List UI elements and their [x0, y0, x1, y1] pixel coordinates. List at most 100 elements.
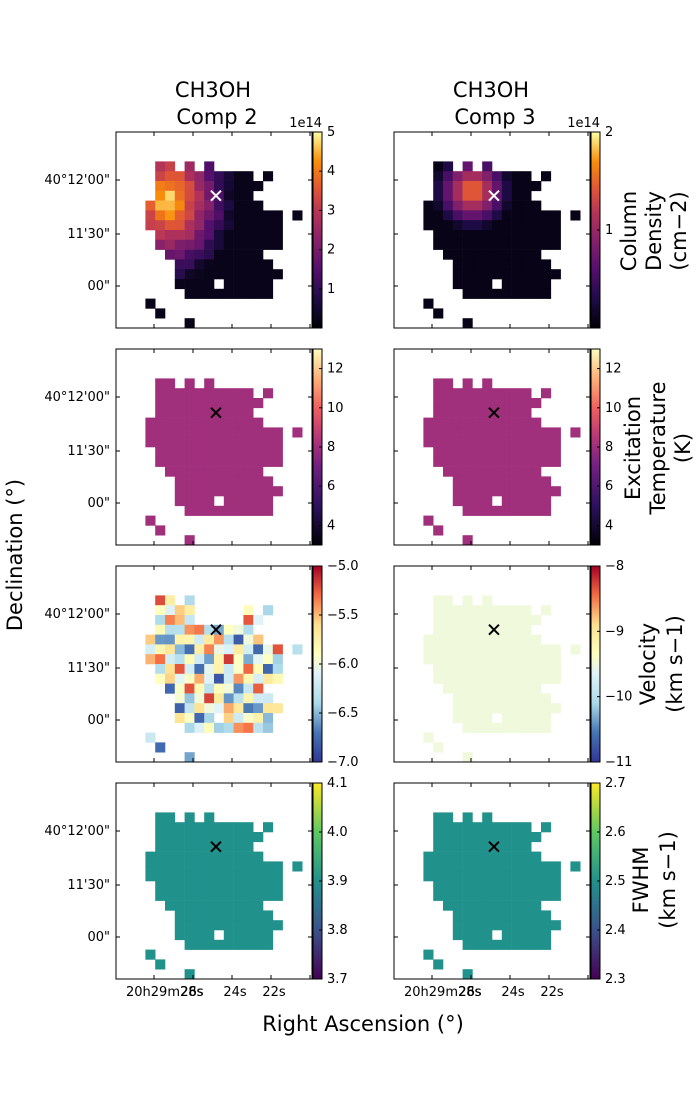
heatmap-cell: [521, 249, 532, 260]
heatmap-cell: [184, 427, 195, 438]
heatmap-cell: [472, 496, 483, 507]
heatmap-cell: [214, 486, 225, 497]
heatmap-cell: [165, 378, 176, 389]
heatmap-cell: [462, 851, 473, 862]
heatmap-cell: [541, 505, 552, 516]
heatmap-cell: [550, 220, 561, 231]
heatmap-cell: [223, 427, 234, 438]
heatmap-cell: [443, 624, 454, 635]
heatmap-cell: [541, 910, 552, 921]
heatmap-cell: [233, 654, 244, 665]
heatmap-cell: [501, 288, 512, 299]
heatmap-cell: [462, 881, 473, 892]
heatmap-cell: [462, 210, 473, 221]
heatmap-cell: [521, 437, 532, 448]
heatmap-cell: [155, 595, 166, 606]
heatmap-cell: [204, 881, 215, 892]
heatmap-cell: [472, 427, 483, 438]
heatmap-cell: [511, 288, 522, 299]
heatmap-cell: [204, 861, 215, 872]
heatmap-cell: [243, 220, 254, 231]
heatmap-cell: [165, 190, 176, 201]
heatmap-cell: [482, 239, 493, 250]
heatmap-cell: [482, 832, 493, 843]
heatmap-cell: [452, 269, 463, 280]
heatmap-cell: [521, 230, 532, 241]
heatmap-cell: [541, 437, 552, 448]
heatmap-cell: [214, 624, 225, 635]
heatmap-cell: [511, 220, 522, 231]
heatmap-cell: [214, 822, 225, 833]
heatmap-cell: [462, 654, 473, 665]
heatmap-cell: [233, 910, 244, 921]
heatmap-cell: [472, 890, 483, 901]
heatmap-cell: [223, 822, 234, 833]
heatmap-cell: [243, 200, 254, 211]
heatmap-cell: [541, 644, 552, 655]
heatmap-cell: [233, 388, 244, 399]
heatmap-cell: [531, 437, 542, 448]
heatmap-cell: [204, 634, 215, 645]
heatmap-cell: [541, 673, 552, 684]
heatmap-cell: [253, 288, 264, 299]
heatmap-cell: [472, 288, 483, 299]
axes-frame: [115, 348, 313, 546]
heatmap-cell: [462, 378, 473, 389]
heatmap-cell: [184, 486, 195, 497]
heatmap-cell: [492, 722, 503, 733]
heatmap-cell: [452, 407, 463, 418]
heatmap-cell: [165, 683, 176, 694]
dec-tick-label: 11'30": [67, 878, 110, 893]
heatmap-cell: [531, 832, 542, 843]
colorbar-offset: 1e14: [289, 116, 322, 131]
heatmap-cell: [482, 703, 493, 714]
heatmap-cell: [550, 871, 561, 882]
heatmap-cell: [165, 822, 176, 833]
heatmap-cell: [541, 605, 552, 616]
x-axis-label: Right Ascension (°): [262, 1012, 464, 1036]
heatmap-cell: [472, 181, 483, 192]
heatmap-cell: [492, 644, 503, 655]
row4-label-line2: (km s−1): [656, 831, 680, 929]
heatmap-cell: [501, 417, 512, 428]
heatmap-cell: [165, 171, 176, 182]
heatmap-cell: [214, 851, 225, 862]
heatmap-cell: [194, 900, 205, 911]
heatmap-cell: [204, 398, 215, 409]
heatmap-cell: [223, 398, 234, 409]
heatmap-cell: [521, 417, 532, 428]
heatmap-cell: [570, 861, 581, 872]
heatmap-cell: [462, 496, 473, 507]
heatmap-cell: [184, 673, 195, 684]
heatmap-cell: [462, 437, 473, 448]
heatmap-cell: [145, 949, 156, 960]
heatmap-cell: [511, 456, 522, 467]
heatmap-cell: [204, 230, 215, 241]
heatmap-cell: [165, 437, 176, 448]
heatmap-cell: [492, 447, 503, 458]
heatmap-cell: [214, 703, 225, 714]
heatmap-cell: [214, 417, 225, 428]
heatmap-cell: [452, 220, 463, 231]
heatmap-cell: [492, 171, 503, 182]
heatmap-cell: [482, 249, 493, 260]
heatmap-cell: [433, 861, 444, 872]
heatmap-cell: [155, 190, 166, 201]
heatmap-cell: [501, 615, 512, 626]
heatmap-cell: [233, 427, 244, 438]
heatmap-cell: [472, 881, 483, 892]
heatmap-cell: [511, 230, 522, 241]
center-marker: [488, 406, 500, 419]
heatmap-cell: [214, 832, 225, 843]
heatmap-cell: [174, 239, 185, 250]
heatmap-cell: [184, 713, 195, 724]
heatmap-cell: [482, 683, 493, 694]
heatmap-cell: [443, 881, 454, 892]
heatmap-cell: [531, 288, 542, 299]
heatmap-cell: [521, 683, 532, 694]
heatmap-cell: [521, 654, 532, 665]
heatmap-cell: [462, 447, 473, 458]
heatmap-cell: [433, 595, 444, 606]
heatmap-cell: [253, 920, 264, 931]
heatmap-cell: [443, 437, 454, 448]
